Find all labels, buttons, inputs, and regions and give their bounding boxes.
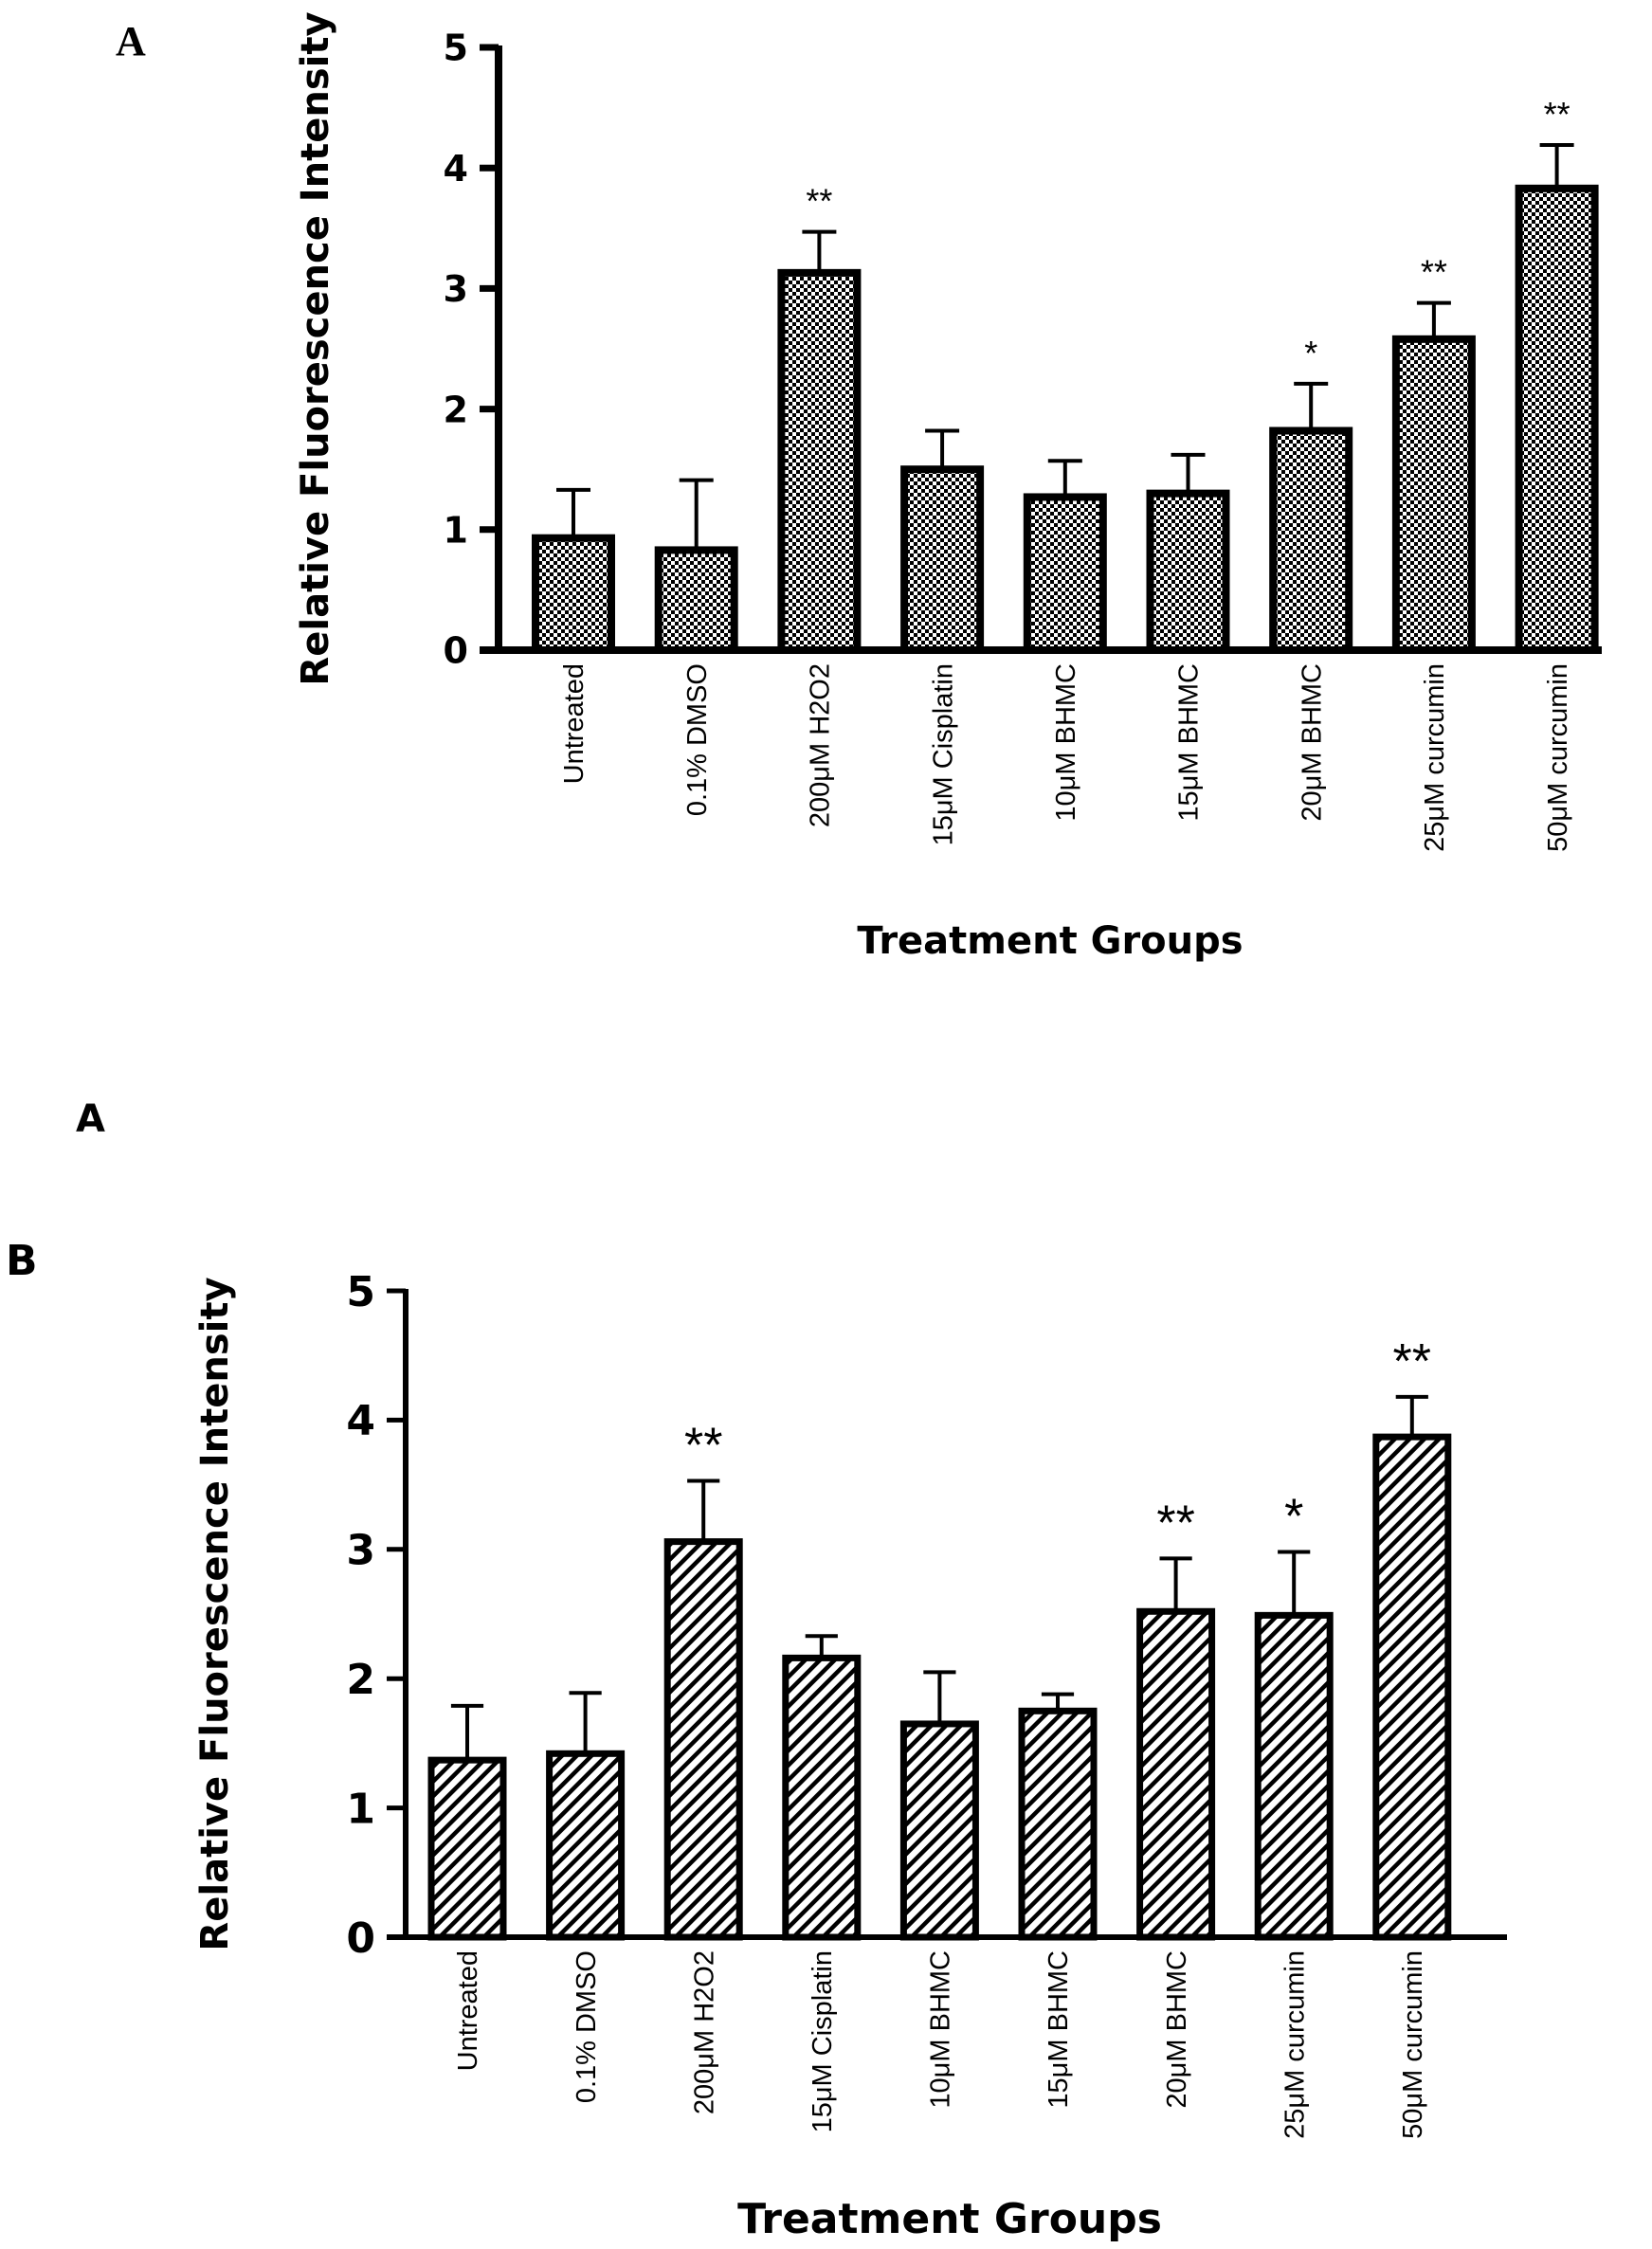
bar [1018,1707,1098,1941]
significance-label: ** [1156,1496,1194,1551]
y-tick-label: 0 [444,630,468,672]
y-tick-label: 0 [346,1914,375,1963]
significance-label: * [1284,1490,1303,1545]
significance-label: ** [684,1419,722,1474]
bar [1023,493,1107,654]
y-tick-label: 4 [444,148,468,190]
category-label: 50μM curcumin [1398,1950,1428,2139]
category-label: 0.1% DMSO [682,663,713,816]
category-label: 15μM BHMC [1174,663,1205,822]
category-label: 20μM BHMC [1162,1950,1192,2109]
bar [532,534,615,654]
y-axis-title: Relative Fluorescence Intensity [193,1277,237,1950]
chart-a: Untreated 0.1% DMSO ** 200μM H2O2 15μM Cispl… [294,11,1602,963]
category-label: 10μM BHMC [926,1950,956,2109]
y-tick-label: 4 [346,1397,375,1445]
bar [1254,1611,1334,1941]
bar [546,1750,626,1941]
bar [663,1538,743,1941]
chart-b: Untreated 0.1% DMSO ** 200μM H2O2 15μM Cispl… [193,1268,1507,2243]
x-axis-title: Treatment Groups [857,919,1243,963]
bar [777,268,862,654]
category-label: 20μM BHMC [1297,663,1327,822]
bar [900,465,985,655]
y-tick-label: 5 [346,1268,375,1316]
significance-label: ** [1393,1334,1431,1389]
category-label: Untreated [559,663,590,784]
significance-label: ** [806,182,832,221]
panel-label-middle: A [76,1097,105,1141]
bar [427,1756,507,1941]
bar [899,1720,979,1941]
bar [1269,426,1353,654]
category-label: 15μM Cisplatin [928,663,958,845]
panel-label-bottom: B [6,1237,38,1285]
y-tick-label: 3 [444,268,468,310]
category-label: 25μM curcumin [1420,663,1450,852]
category-label: 200μM H2O2 [806,663,836,827]
category-label: 10μM BHMC [1051,663,1081,822]
y-axis-title: Relative Fluorescence Intensity [294,11,337,685]
category-label: 200μM H2O2 [689,1950,719,2114]
y-tick-label: 2 [346,1656,375,1704]
y-tick-label: 3 [346,1527,375,1575]
bar [1372,1433,1452,1941]
y-tick-label: 5 [444,27,468,69]
x-axis-title: Treatment Groups [737,2195,1162,2243]
y-tick-label: 2 [444,389,468,430]
bar [782,1654,862,1941]
bar [1146,489,1230,655]
y-tick-label: 1 [346,1785,375,1833]
bar [1391,335,1476,654]
significance-label: ** [1544,95,1570,134]
category-label: 15μM BHMC [1044,1950,1074,2109]
category-label: Untreated [453,1950,483,2071]
significance-label: ** [1421,253,1447,292]
category-label: 50μM curcumin [1543,663,1573,852]
significance-label: * [1304,334,1317,372]
category-label: 15μM Cisplatin [808,1950,838,2132]
category-label: 25μM curcumin [1280,1950,1310,2139]
bar [1515,184,1599,654]
bar [654,546,738,655]
panel-label-top: A [116,18,146,64]
category-label: 0.1% DMSO [572,1950,602,2103]
bar [1136,1607,1216,1941]
y-tick-label: 1 [444,509,468,551]
